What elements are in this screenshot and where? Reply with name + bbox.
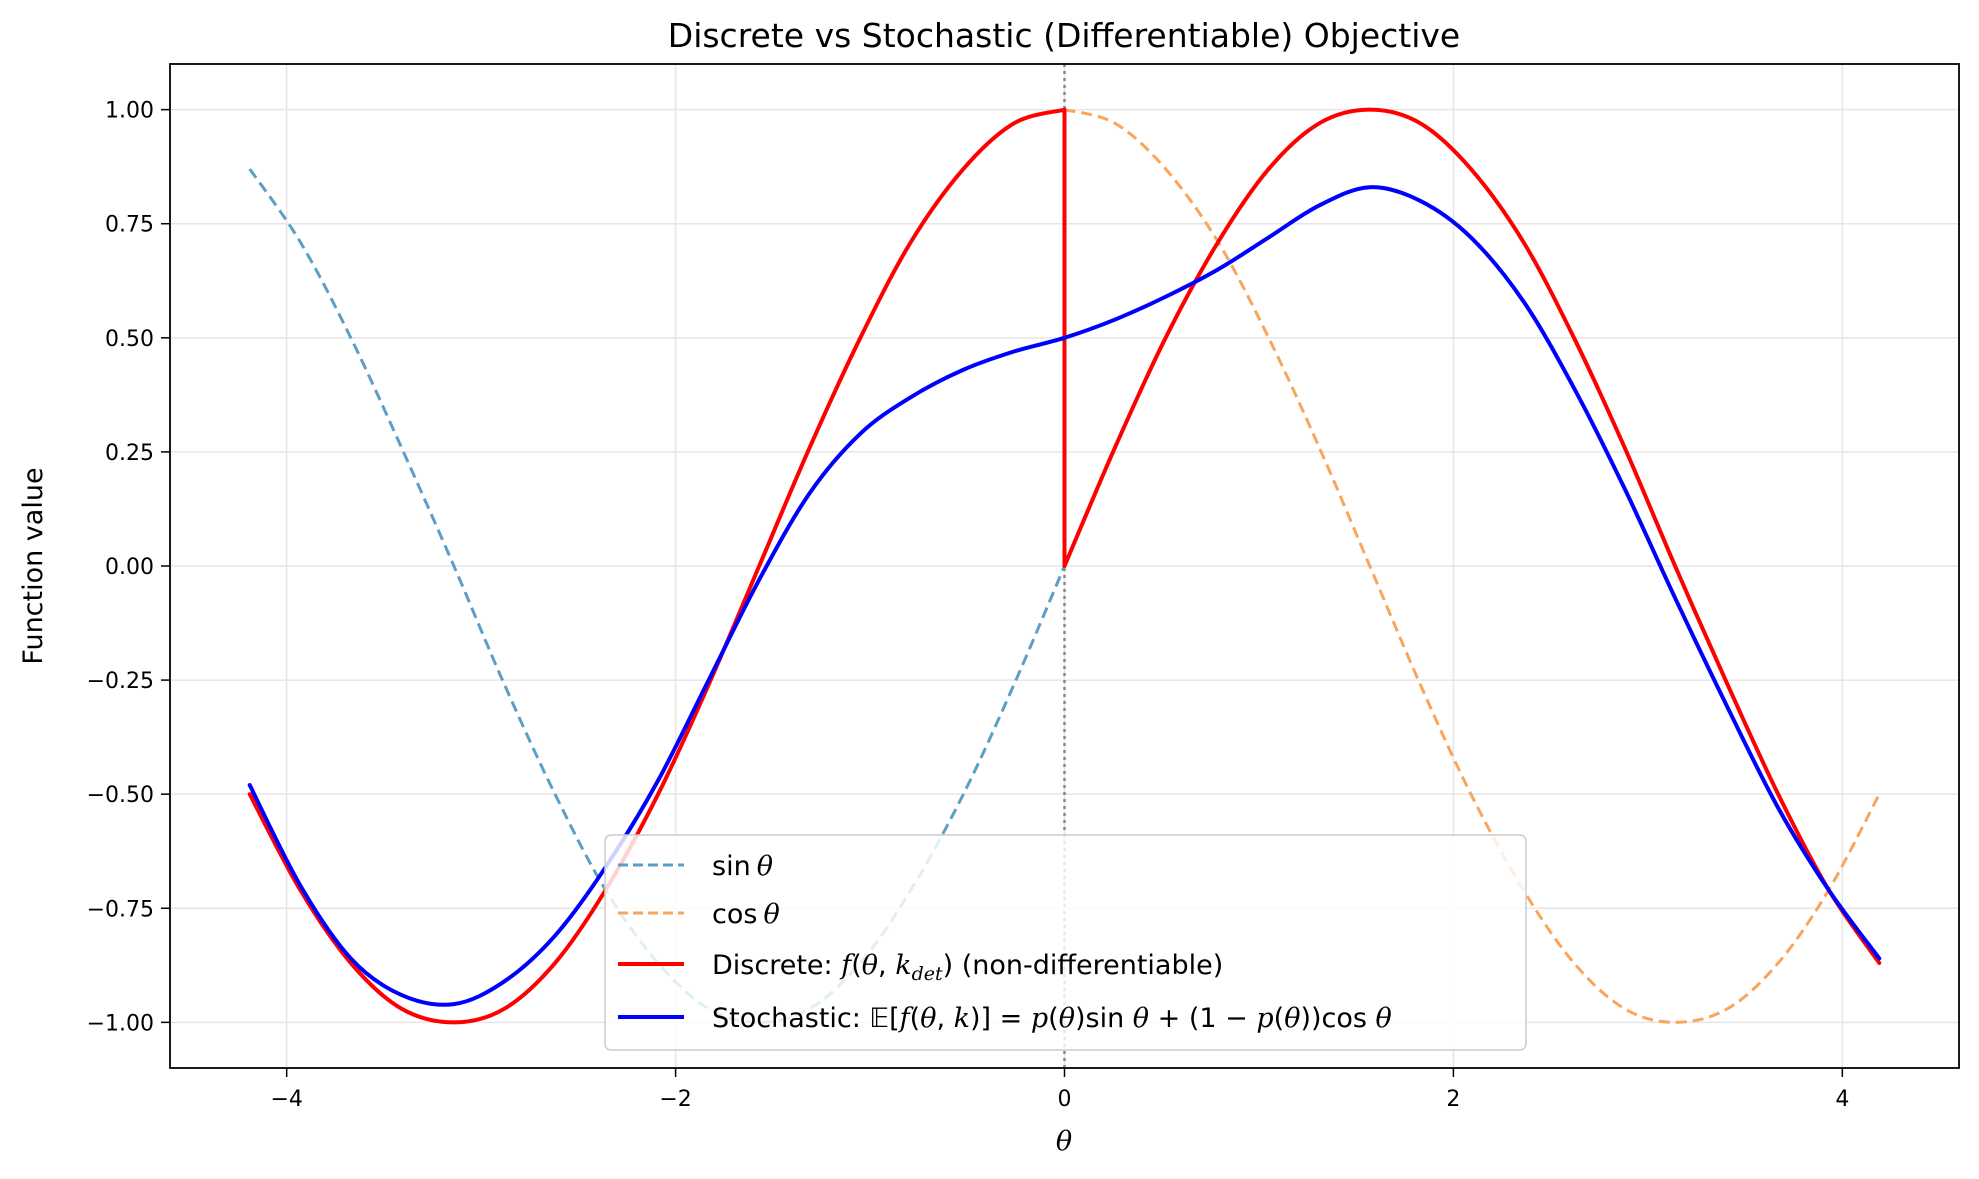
x-tick-label: −4 (270, 1087, 302, 1112)
y-tick-label: 0.50 (105, 327, 154, 352)
series-stochastic-line (247, 185, 1882, 1007)
y-tick-label: 0.00 (105, 555, 154, 580)
y-tick-label: 1.00 (105, 99, 154, 124)
x-tick-label: 0 (1058, 1087, 1072, 1112)
y-tick-label: 0.75 (105, 213, 154, 238)
legend-label-stochastic: Stochastic: 𝔼[f(θ, k)] = p(θ)sin θ + (1 … (712, 1003, 1392, 1034)
legend-box (604, 834, 1527, 1051)
y-axis: 1.00 0.75 0.50 0.25 0.00 −0.25 −0.50 −0.75 −1.00 (87, 99, 170, 1036)
x-tick-label: 2 (1446, 1087, 1460, 1112)
y-tick-label: −0.25 (87, 669, 154, 694)
y-axis-label: Function value (18, 467, 49, 664)
y-tick-label: −0.50 (87, 783, 154, 808)
y-tick-label: −0.75 (87, 897, 154, 922)
y-tick-label: −1.00 (87, 1011, 154, 1036)
y-tick-label: 0.25 (105, 441, 154, 466)
legend-label-sin: sin θ (712, 851, 773, 882)
x-axis: −4 −2 0 2 4 (270, 1068, 1849, 1112)
chart-title: Discrete vs Stochastic (Differentiable) … (668, 16, 1460, 55)
x-tick-label: −2 (659, 1087, 691, 1112)
legend-label-discrete: Discrete: f(θ, kdet) (non-differentiable… (712, 950, 1223, 985)
legend-label-cos: cos θ (712, 899, 780, 930)
legend: sin θ cos θ Discrete: f(θ, kdet) (non-diff… (604, 834, 1527, 1051)
x-axis-label: θ (1056, 1126, 1072, 1157)
x-tick-label: 4 (1835, 1087, 1849, 1112)
